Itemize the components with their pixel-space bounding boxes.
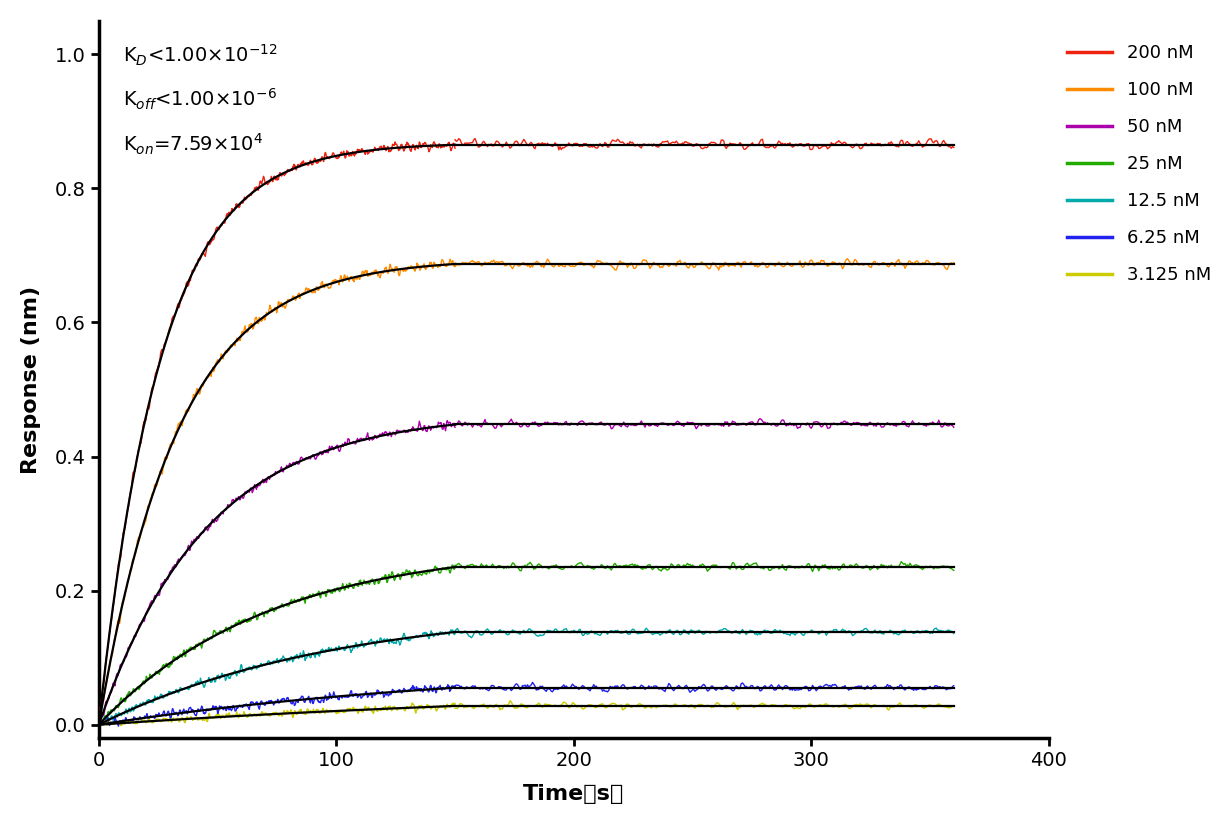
Y-axis label: Response (nm): Response (nm) <box>21 285 41 474</box>
X-axis label: Time（s）: Time（s） <box>524 785 625 804</box>
Legend: 200 nM, 100 nM, 50 nM, 25 nM, 12.5 nM, 6.25 nM, 3.125 nM: 200 nM, 100 nM, 50 nM, 25 nM, 12.5 nM, 6… <box>1067 45 1211 284</box>
Text: K$_{D}$<1.00×10$^{-12}$
K$_{off}$<1.00×10$^{-6}$
K$_{on}$=7.59×10$^{4}$: K$_{D}$<1.00×10$^{-12}$ K$_{off}$<1.00×1… <box>122 42 277 158</box>
